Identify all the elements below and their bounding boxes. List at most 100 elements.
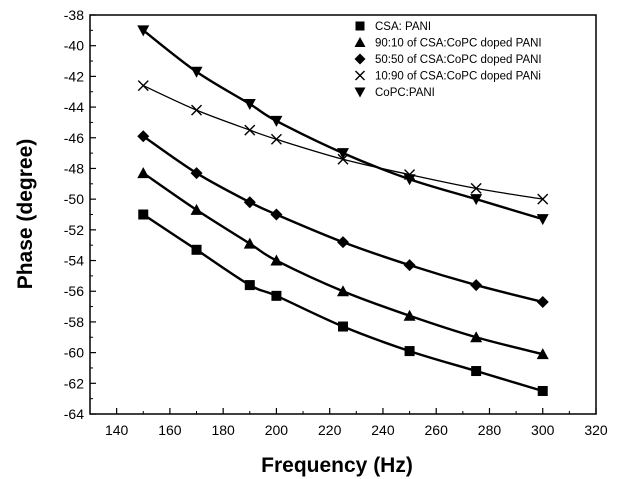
y-tick-label: -38 [64,7,84,23]
marker-stroke [191,104,203,116]
data-point [137,80,149,92]
x-tick-label: 220 [318,422,342,438]
series-line [142,85,543,200]
data-point [470,331,483,343]
data-point [537,193,549,205]
data-point [337,148,349,160]
series-2 [137,167,549,360]
data-point [137,167,150,179]
marker-stroke [244,124,256,136]
data-point [243,237,256,249]
y-tick-label: -64 [64,406,84,422]
legend-item: 10:90 of CSA:CoPC doped PANi [355,70,541,83]
data-point [191,104,203,116]
series-line [142,135,544,304]
marker-stroke [470,182,482,194]
data-point [470,194,483,206]
legend-item: CSA: PANI [355,21,431,33]
data-point [338,321,348,332]
x-tick-label: 180 [211,422,235,438]
marker-stroke [537,193,549,205]
marker-stroke [337,153,349,165]
series-5 [137,25,549,226]
legend-label: 10:90 of CSA:CoPC doped PANi [375,71,541,83]
legend-label: CSA: PANI [375,21,431,33]
data-point [271,290,282,301]
y-tick-label: -56 [64,283,84,299]
data-point [191,244,202,255]
series-layer [137,25,549,396]
data-point [243,99,256,111]
y-tick-label: -58 [64,314,84,330]
data-point [138,209,149,220]
data-point [536,295,549,308]
legend-label: 50:50 of CSA:CoPC doped PANI [375,54,542,66]
x-tick-label: 160 [158,422,182,438]
x-tick-label: 300 [531,422,555,438]
x-tick-label: 320 [584,422,608,438]
legend-item: CoPC:PANI [354,87,435,99]
y-tick-label: -50 [64,191,84,207]
data-point [190,66,203,78]
x-tick-label: 280 [478,422,502,438]
marker-stroke [355,70,365,81]
data-point [403,309,416,321]
data-point [403,174,416,186]
legend-label: 90:10 of CSA:CoPC doped PANI [375,38,542,50]
data-point [536,348,549,360]
x-tick-label: 240 [371,422,395,438]
data-point [403,259,416,272]
x-tick-label: 200 [265,422,289,438]
y-tick-label: -44 [64,99,84,115]
data-point [470,182,482,194]
data-point [270,115,283,127]
marker-stroke [137,80,149,92]
data-point [190,167,203,180]
data-point [270,254,283,266]
data-point [537,385,548,396]
data-point [270,133,282,145]
data-point [190,203,203,215]
y-tick-label: -54 [64,253,84,269]
data-point [244,280,255,291]
legend-label: CoPC:PANI [375,87,435,99]
x-axis-title: Frequency (Hz) [261,454,413,477]
legend-marker [355,21,365,31]
marker-stroke [270,133,282,145]
y-axis-title: Phase (degree) [14,139,37,290]
y-tick-label: -46 [64,130,84,146]
y-tick-label: -40 [64,38,84,54]
legend-item: 50:50 of CSA:CoPC doped PANI [354,53,542,66]
data-point [471,366,482,377]
data-point [270,208,283,221]
data-point [243,196,256,209]
y-tick-label: -42 [64,68,84,84]
data-point [137,25,150,37]
legend-marker [354,87,366,98]
y-tick-label: -62 [64,375,84,391]
legend: CSA: PANI 90:10 of CSA:CoPC doped PANI 50:… [354,21,542,99]
data-point [137,130,150,143]
y-tick-label: -60 [64,345,84,361]
data-point [404,346,415,357]
series-1 [138,209,548,396]
data-point [244,124,256,136]
y-tick-label: -48 [64,160,84,176]
legend-marker [354,53,366,65]
data-point [536,214,549,226]
series-4 [137,80,549,205]
x-tick-label: 140 [105,422,129,438]
axes: 140 160 180 200 220 240 260 280 300 320 -38 -40 -42 -… [64,7,608,438]
x-tick-label: 260 [425,422,449,438]
data-point [470,279,483,292]
y-tick-label: -52 [64,222,84,238]
data-point [337,153,349,165]
legend-item: 90:10 of CSA:CoPC doped PANI [354,37,542,50]
data-point [337,236,349,249]
legend-marker [355,70,365,81]
series-3 [137,130,549,308]
data-point [337,285,349,297]
legend-marker [354,37,366,47]
